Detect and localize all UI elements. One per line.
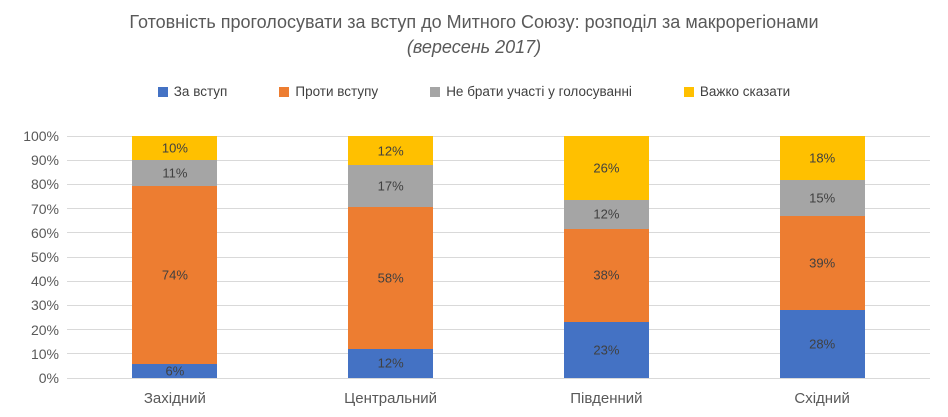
plot-area: 0% 10% 20% 30% 40% 50% 60% 70% 80% 90% 100% 6% 74% 11…	[23, 128, 930, 386]
y-axis-tick-label: 60%	[30, 224, 59, 241]
gridline	[67, 135, 930, 137]
legend-item: Проти вступу	[279, 84, 378, 99]
gridline	[67, 256, 930, 258]
chart-legend: За вступ Проти вступу Не брати участі у го…	[0, 84, 948, 99]
gridline	[67, 183, 930, 185]
bar-segment: 58%	[348, 206, 434, 349]
stacked-bar: 28% 39% 15% 18%	[779, 136, 865, 378]
legend-label: Важко сказати	[699, 84, 791, 99]
stacked-bar: 23% 38% 12% 26%	[563, 136, 649, 378]
gridline	[67, 329, 930, 331]
data-label: 58%	[377, 270, 404, 286]
bar-segment: 39%	[779, 215, 865, 311]
data-label: 15%	[809, 190, 836, 206]
y-axis-tick-label: 30%	[30, 297, 59, 314]
y-axis-tick-label: 80%	[30, 176, 59, 193]
bar-segment: 6%	[132, 363, 218, 379]
bar-segment: 10%	[132, 136, 218, 160]
bar-segment: 15%	[779, 179, 865, 216]
y-axis-tick-label: 40%	[30, 273, 59, 290]
legend-swatch	[157, 86, 168, 97]
chart-title-text: Готовність проголосувати за вступ до Мит…	[129, 10, 819, 60]
bar-segment: 18%	[779, 136, 865, 180]
legend-label: За вступ	[173, 84, 228, 99]
data-label: 12%	[377, 143, 404, 159]
legend-item: За вступ	[157, 84, 228, 99]
bar-group: 28% 39% 15% 18%	[714, 136, 930, 378]
data-label: 23%	[593, 342, 620, 358]
stacked-bar: 12% 58% 17% 12%	[348, 136, 434, 378]
legend-item: Не брати участі у голосуванні	[430, 84, 632, 99]
legend-item: Важко сказати	[683, 84, 791, 99]
data-label: 26%	[593, 160, 620, 176]
bar-segment: 26%	[563, 136, 649, 200]
data-label: 18%	[809, 150, 836, 166]
bar-group: 12% 58% 17% 12%	[283, 136, 499, 378]
bar-segment: 23%	[563, 321, 649, 378]
y-axis-tick-label: 70%	[30, 200, 59, 217]
data-label: 28%	[809, 336, 836, 352]
bar-segment: 12%	[348, 348, 434, 378]
bar-segment: 17%	[348, 165, 434, 207]
y-axis-tick-label: 20%	[30, 321, 59, 338]
bar-group: 6% 74% 11% 10%	[67, 136, 283, 378]
data-label: 10%	[161, 140, 188, 156]
bar-series-area: 6% 74% 11% 10% 12% 58% 17% 12% 23% 38% 12% 26% 28% 39…	[67, 136, 930, 378]
legend-swatch	[430, 86, 441, 97]
bar-segment: 12%	[563, 199, 649, 229]
legend-label: Проти вступу	[295, 84, 379, 99]
legend-swatch	[683, 86, 694, 97]
data-label: 17%	[377, 178, 404, 194]
y-axis-tick-label: 0%	[38, 370, 59, 386]
data-label: 39%	[809, 255, 836, 271]
stacked-bar: 6% 74% 11% 10%	[132, 136, 218, 379]
y-axis-tick-label: 100%	[23, 128, 59, 144]
bar-segment: 28%	[779, 310, 865, 378]
x-axis-category-label: Західний	[143, 390, 206, 407]
bar-segment: 38%	[563, 228, 649, 322]
gridline	[67, 208, 930, 210]
data-label: 12%	[593, 206, 620, 222]
gridline	[67, 159, 930, 161]
legend-label: Не брати участі у голосуванні	[446, 84, 632, 99]
data-label: 38%	[593, 267, 620, 283]
chart-title: Готовність проголосувати за вступ до Мит…	[0, 10, 948, 60]
data-label: 6%	[165, 363, 185, 379]
data-label: 74%	[161, 267, 188, 283]
bar-segment: 11%	[132, 159, 218, 187]
gridline	[67, 280, 930, 282]
data-label: 11%	[162, 165, 188, 181]
y-axis-tick-label: 90%	[30, 152, 59, 169]
data-label: 12%	[377, 355, 404, 371]
bar-segment: 12%	[348, 136, 434, 166]
gridline	[67, 304, 930, 306]
x-axis-category-label: Східний	[794, 390, 850, 407]
gridline	[67, 377, 930, 379]
gridline	[67, 353, 930, 355]
legend-swatch	[279, 86, 290, 97]
y-axis-tick-label: 50%	[30, 249, 59, 265]
chart-title-period: (вересень 2017)	[406, 37, 542, 57]
bar-group: 23% 38% 12% 26%	[499, 136, 715, 378]
gridline	[67, 232, 930, 234]
y-axis-tick-label: 10%	[30, 345, 59, 362]
x-axis-category-label: Південний	[570, 390, 643, 407]
x-axis-category-label: Центральний	[344, 390, 438, 407]
x-axis: Західний Центральний Південний Східний	[67, 390, 930, 407]
bar-segment: 74%	[132, 186, 218, 364]
chart-title-main: Готовність проголосувати за вступ до Мит…	[129, 12, 819, 32]
